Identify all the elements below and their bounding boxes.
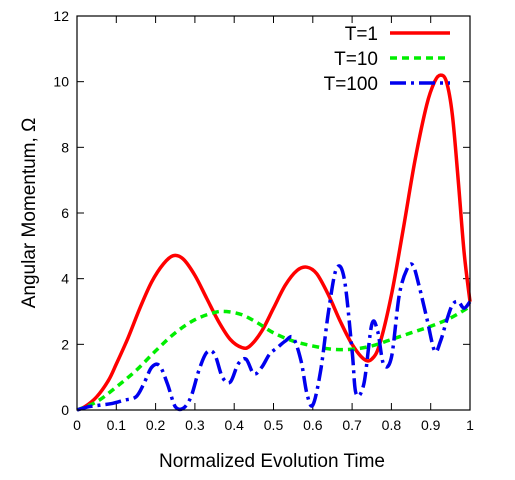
- x-tick-label: 0.1: [107, 417, 127, 433]
- x-tick-label: 0.6: [303, 417, 323, 433]
- y-tick-label: 2: [61, 336, 69, 352]
- x-tick-label: 0.9: [421, 417, 441, 433]
- x-tick-label: 0.5: [264, 417, 284, 433]
- x-tick-label: 0: [73, 417, 81, 433]
- x-tick-label: 0.7: [342, 417, 362, 433]
- legend-label: T=1: [345, 24, 378, 45]
- x-tick-label: 0.2: [146, 417, 166, 433]
- y-tick-label: 6: [61, 205, 69, 221]
- x-tick-label: 0.3: [185, 417, 205, 433]
- x-tick-label: 0.4: [224, 417, 244, 433]
- y-tick-label: 10: [53, 74, 69, 90]
- series-lines: [76, 73, 472, 412]
- series-line-t-1: [76, 73, 472, 412]
- series-line-t-100: [76, 262, 472, 412]
- y-axis-label: Angular Momentum, Ω: [19, 118, 40, 309]
- x-axis-label: Normalized Evolution Time: [159, 451, 385, 472]
- x-tick-label: 1: [466, 417, 474, 433]
- legend-label: T=100: [324, 74, 378, 95]
- y-tick-label: 4: [61, 271, 69, 287]
- y-tick-label: 12: [53, 8, 69, 24]
- plot-frame: [76, 15, 471, 411]
- y-tick-label: 8: [61, 139, 69, 155]
- legend-label: T=10: [334, 49, 378, 70]
- x-tick-label: 0.8: [382, 417, 402, 433]
- series-line-t-10: [76, 305, 471, 412]
- y-tick-label: 0: [61, 402, 69, 418]
- legend: T=1 T=10 T=100: [324, 24, 450, 95]
